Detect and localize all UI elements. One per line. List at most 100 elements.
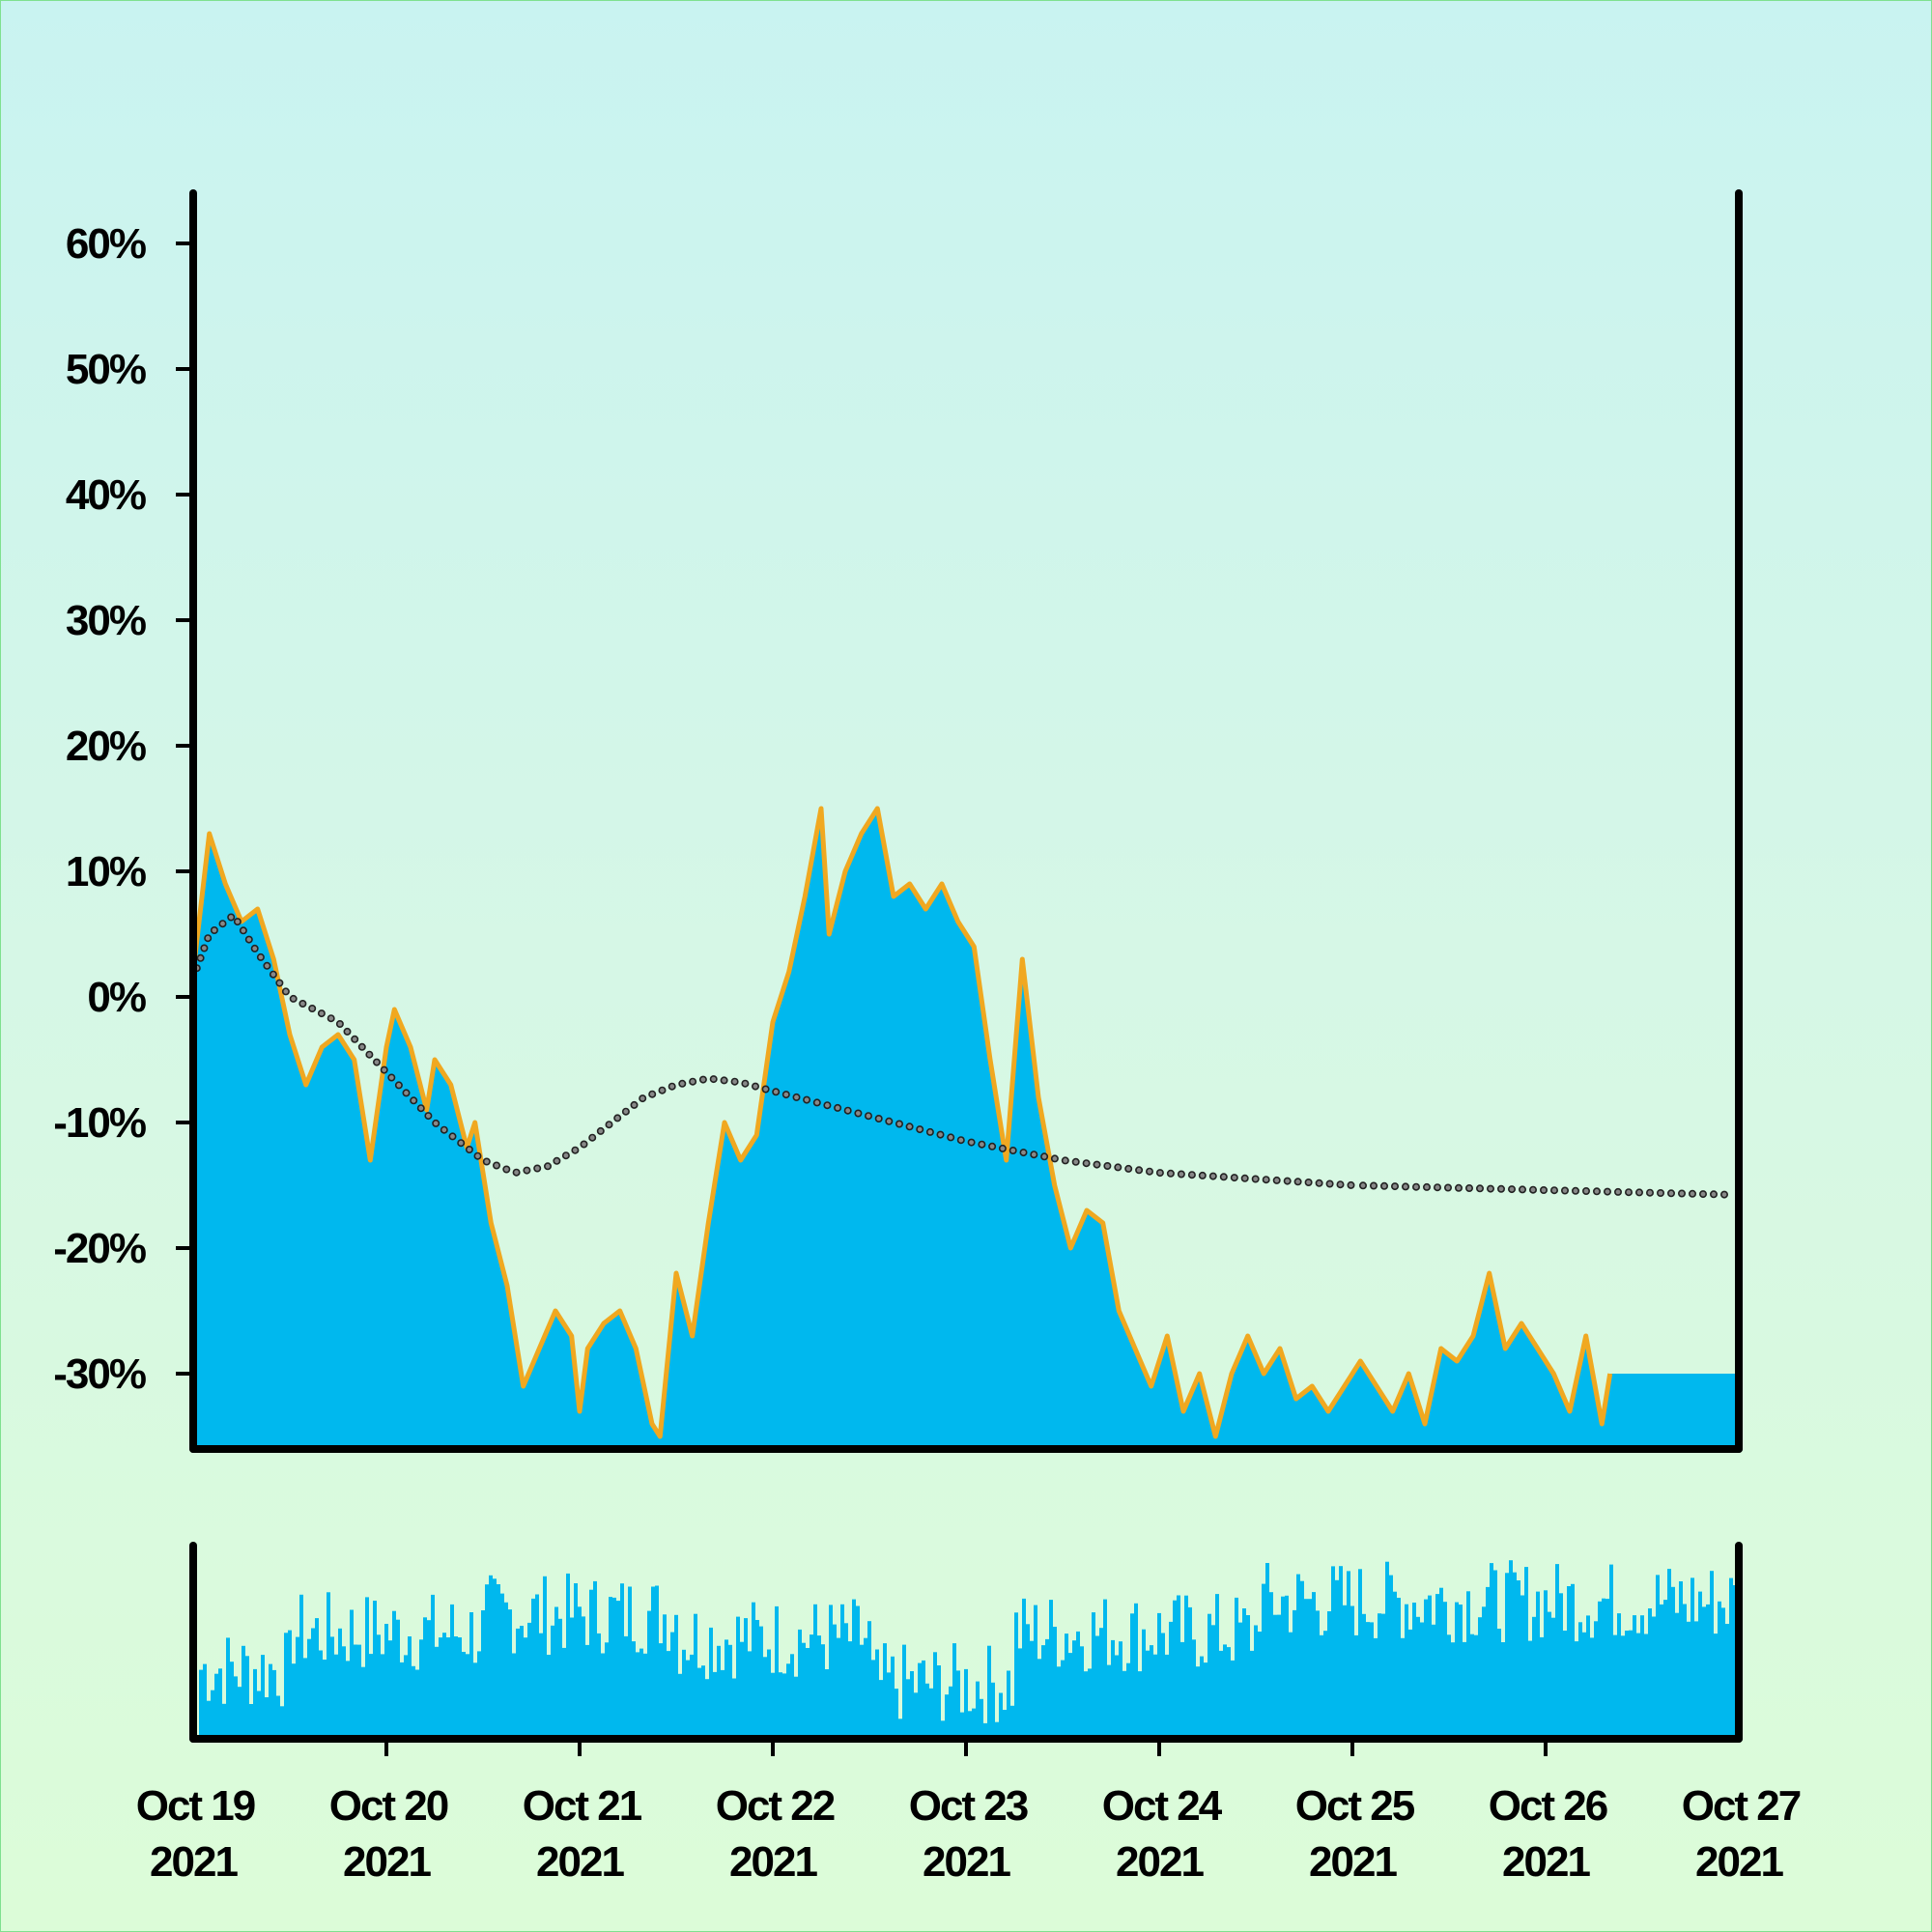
volume-bar <box>964 1668 968 1739</box>
volume-bar <box>350 1609 354 1739</box>
volume-bar <box>976 1681 980 1739</box>
volume-bar <box>1594 1621 1598 1739</box>
volume-bar <box>705 1679 709 1739</box>
trend-dot <box>1082 1159 1091 1168</box>
volume-bar <box>1439 1587 1443 1739</box>
volume-bar <box>1219 1650 1223 1739</box>
trend-dot <box>1476 1184 1485 1193</box>
volume-bar <box>1173 1600 1177 1739</box>
volume-bar <box>628 1586 632 1739</box>
volume-bar <box>1555 1564 1559 1739</box>
x-tick-label-date: Oct 24 <box>1102 1782 1223 1830</box>
trend-dot <box>956 1136 965 1145</box>
volume-bar <box>1045 1638 1049 1739</box>
trend-dot <box>1040 1152 1049 1161</box>
volume-bar <box>1153 1654 1157 1739</box>
volume-bar <box>844 1623 848 1739</box>
volume-bar <box>724 1639 728 1739</box>
trend-dot <box>269 970 277 979</box>
volume-bar <box>269 1663 272 1739</box>
volume-bar <box>632 1641 636 1739</box>
volume-bar <box>1169 1621 1173 1739</box>
volume-bar <box>1076 1631 1080 1739</box>
volume-bar <box>512 1653 516 1739</box>
trend-dot <box>1166 1169 1175 1178</box>
volume-bar <box>759 1626 763 1739</box>
trend-dot <box>1391 1182 1400 1191</box>
volume-bar <box>477 1651 481 1739</box>
trend-dot <box>492 1161 500 1170</box>
trend-dot <box>512 1168 521 1177</box>
x-tick-label-date: Oct 22 <box>716 1782 835 1830</box>
volume-bar <box>674 1614 678 1739</box>
volume-bar <box>427 1620 431 1739</box>
volume-bar <box>782 1673 786 1739</box>
trend-dot <box>864 1112 872 1121</box>
y-tick-label: 60% <box>66 220 146 268</box>
trend-dot <box>823 1101 832 1110</box>
volume-bar <box>1629 1630 1633 1739</box>
volume-bar <box>1331 1566 1335 1739</box>
volume-bar <box>960 1712 964 1739</box>
volume-bar <box>489 1575 493 1739</box>
volume-bar <box>242 1645 245 1739</box>
trend-dot <box>1304 1179 1313 1187</box>
x-axis-ticks: Oct 19 2021 Oct 20 2021 Oct 21 2021 Oct 22 2021… <box>136 1739 1803 1886</box>
volume-bar <box>937 1665 941 1739</box>
trend-dot <box>1019 1149 1028 1157</box>
trend-dot <box>1240 1174 1249 1182</box>
volume-bar <box>469 1612 473 1739</box>
trend-dot <box>1593 1187 1602 1196</box>
volume-bars-layer <box>199 1560 1737 1739</box>
volume-bar <box>1242 1608 1246 1739</box>
trend-dot <box>200 944 209 952</box>
trend-dot <box>281 987 290 996</box>
volume-bar <box>327 1592 330 1739</box>
trend-dot <box>317 1009 326 1018</box>
trend-dot <box>289 994 298 1003</box>
trend-dot <box>1325 1179 1334 1188</box>
trend-dot <box>781 1091 790 1099</box>
trend-dot <box>1487 1184 1495 1193</box>
volume-bar <box>752 1602 755 1739</box>
volume-bar <box>1609 1564 1613 1739</box>
volume-bar <box>1238 1622 1242 1739</box>
volume-bar <box>1026 1624 1030 1739</box>
trend-dot <box>854 1109 863 1118</box>
trend-dot <box>256 952 265 961</box>
volume-bar <box>1443 1602 1447 1739</box>
price-area-layer <box>190 806 1739 1449</box>
volume-bar <box>292 1663 296 1739</box>
volume-bar <box>701 1665 705 1739</box>
volume-bar <box>562 1647 566 1739</box>
volume-bar <box>1640 1615 1644 1739</box>
volume-bar <box>203 1663 207 1739</box>
volume-bar <box>1544 1590 1548 1739</box>
volume-bar <box>883 1643 887 1739</box>
volume-bar <box>1007 1670 1010 1739</box>
volume-bar <box>524 1637 527 1739</box>
trend-dot <box>1519 1185 1527 1194</box>
trend-dot <box>1508 1185 1517 1194</box>
trend-dot <box>448 1132 457 1141</box>
volume-bar <box>840 1604 844 1739</box>
volume-bar <box>709 1627 713 1739</box>
volume-bar <box>582 1616 585 1739</box>
volume-bar <box>1428 1595 1432 1739</box>
volume-bar <box>721 1669 724 1739</box>
volume-bar <box>755 1620 759 1739</box>
volume-bar <box>898 1719 902 1739</box>
volume-bar <box>740 1641 744 1739</box>
volume-bar <box>354 1644 357 1739</box>
trend-dot <box>678 1079 687 1088</box>
volume-bar <box>1702 1606 1706 1739</box>
trend-dot <box>1497 1184 1506 1193</box>
volume-bar <box>504 1602 508 1739</box>
volume-bar <box>311 1628 315 1739</box>
y-tick-label: 40% <box>66 471 146 519</box>
volume-bar <box>848 1641 852 1739</box>
volume-bar <box>1037 1659 1041 1739</box>
volume-bar <box>1049 1600 1053 1739</box>
trend-dot <box>1293 1178 1302 1186</box>
volume-bar <box>1578 1622 1582 1739</box>
